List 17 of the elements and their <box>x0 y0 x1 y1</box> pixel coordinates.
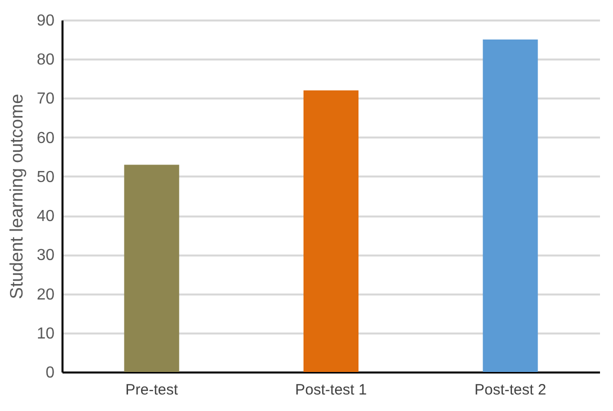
x-tick-label: Pre-test <box>125 382 179 398</box>
y-tick-label: 90 <box>36 12 55 30</box>
y-axis-title: Student learning outcome <box>6 94 27 300</box>
bar <box>304 90 358 372</box>
y-tick-label: 50 <box>36 168 55 186</box>
bar <box>124 164 180 372</box>
y-tick-label: 70 <box>36 90 55 108</box>
x-tick-label: Post-test 1 <box>295 382 367 398</box>
x-tick-label: Post-test 2 <box>474 382 546 398</box>
y-tick-label: 80 <box>36 52 55 69</box>
y-tick-label: 30 <box>36 247 55 264</box>
y-tick-label: 10 <box>36 325 55 342</box>
y-tick-label: 0 <box>46 364 55 382</box>
y-tick-label: 20 <box>36 286 55 304</box>
y-tick-label: 60 <box>36 130 55 147</box>
bar <box>482 40 538 372</box>
y-tick-label: 40 <box>36 208 55 226</box>
